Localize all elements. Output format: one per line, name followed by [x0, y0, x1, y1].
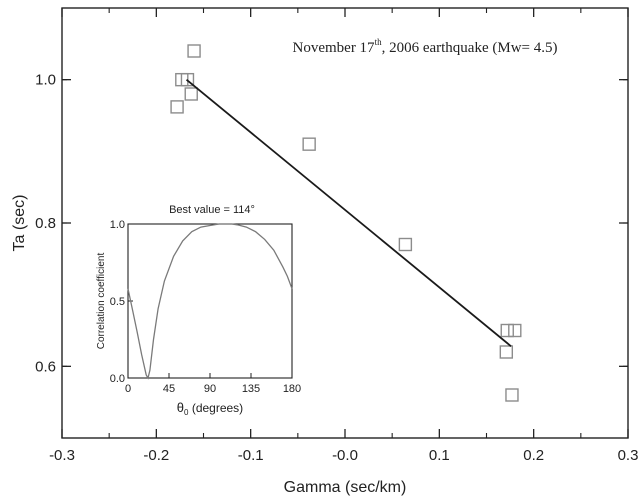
main-x-tick-label: -0.2 — [143, 447, 169, 464]
inset-x-tick-label: 135 — [242, 383, 260, 395]
main-x-tick-label: 0.2 — [523, 447, 544, 464]
main-y-tick-label: 1.0 — [35, 72, 56, 89]
main-x-tick-label: 0.3 — [618, 447, 639, 464]
inset-y-tick-label: 0.5 — [110, 296, 125, 308]
data-point — [499, 345, 514, 359]
main-y-tick-label: 0.6 — [35, 358, 56, 375]
inset-plot-frame — [127, 223, 293, 379]
main-x-tick-label: -0.1 — [238, 447, 264, 464]
main-y-tick-label: 0.8 — [35, 215, 56, 232]
inset-x-label-subscript: 0 — [184, 408, 189, 417]
inset-x-axis-label: θ0 (degrees) — [177, 400, 243, 417]
inset-x-tick-label: 45 — [163, 383, 175, 395]
data-point — [170, 100, 184, 114]
inset-y-tick-label: 0.0 — [110, 373, 125, 385]
main-axis-ticks — [61, 8, 629, 438]
inset-title: Best value = 114° — [169, 204, 255, 216]
data-point — [302, 137, 316, 151]
data-point — [398, 237, 413, 252]
annotation-prefix: November 17 — [293, 40, 376, 56]
inset-y-axis-label: Correlation coefficient — [96, 253, 107, 350]
main-regression-line — [185, 78, 512, 347]
main-x-tick-label: -0.0 — [332, 447, 358, 464]
main-annotation: November 17th, 2006 earthquake (Mw= 4.5) — [293, 37, 558, 56]
data-point — [505, 388, 519, 402]
inset-x-tick-label: 180 — [283, 383, 301, 395]
main-y-tick-labels: 0.6 0.8 1.0 — [35, 72, 56, 376]
main-scatter-points — [170, 44, 522, 402]
inset-x-label-theta: θ — [177, 400, 184, 415]
data-point — [187, 44, 201, 58]
data-point — [500, 323, 514, 338]
data-point — [508, 323, 522, 338]
inset-x-label-rest: (degrees) — [188, 401, 243, 415]
main-y-axis-label: Ta (sec) — [11, 195, 28, 252]
inset-axis-ticks — [127, 223, 293, 379]
inset-x-tick-labels: 0 45 90 135 180 — [125, 383, 301, 395]
inset-y-tick-label: 1.0 — [110, 219, 125, 231]
inset-x-tick-label: 90 — [204, 383, 216, 395]
main-x-axis-label: Gamma (sec/km) — [284, 479, 407, 496]
annotation-suffix: , 2006 earthquake (Mw= 4.5) — [382, 40, 558, 56]
inset-x-tick-label: 0 — [125, 383, 131, 395]
inset-correlation-curve — [127, 223, 293, 380]
annotation-superscript: th — [375, 37, 383, 47]
data-point — [184, 87, 198, 101]
main-x-tick-labels: -0.3 -0.2 -0.1 -0.0 0.1 0.2 0.3 — [49, 447, 638, 464]
data-point — [180, 72, 195, 87]
inset-y-tick-labels: 0.0 0.5 1.0 — [110, 219, 125, 385]
main-x-tick-label: -0.3 — [49, 447, 75, 464]
main-x-tick-label: 0.1 — [429, 447, 450, 464]
